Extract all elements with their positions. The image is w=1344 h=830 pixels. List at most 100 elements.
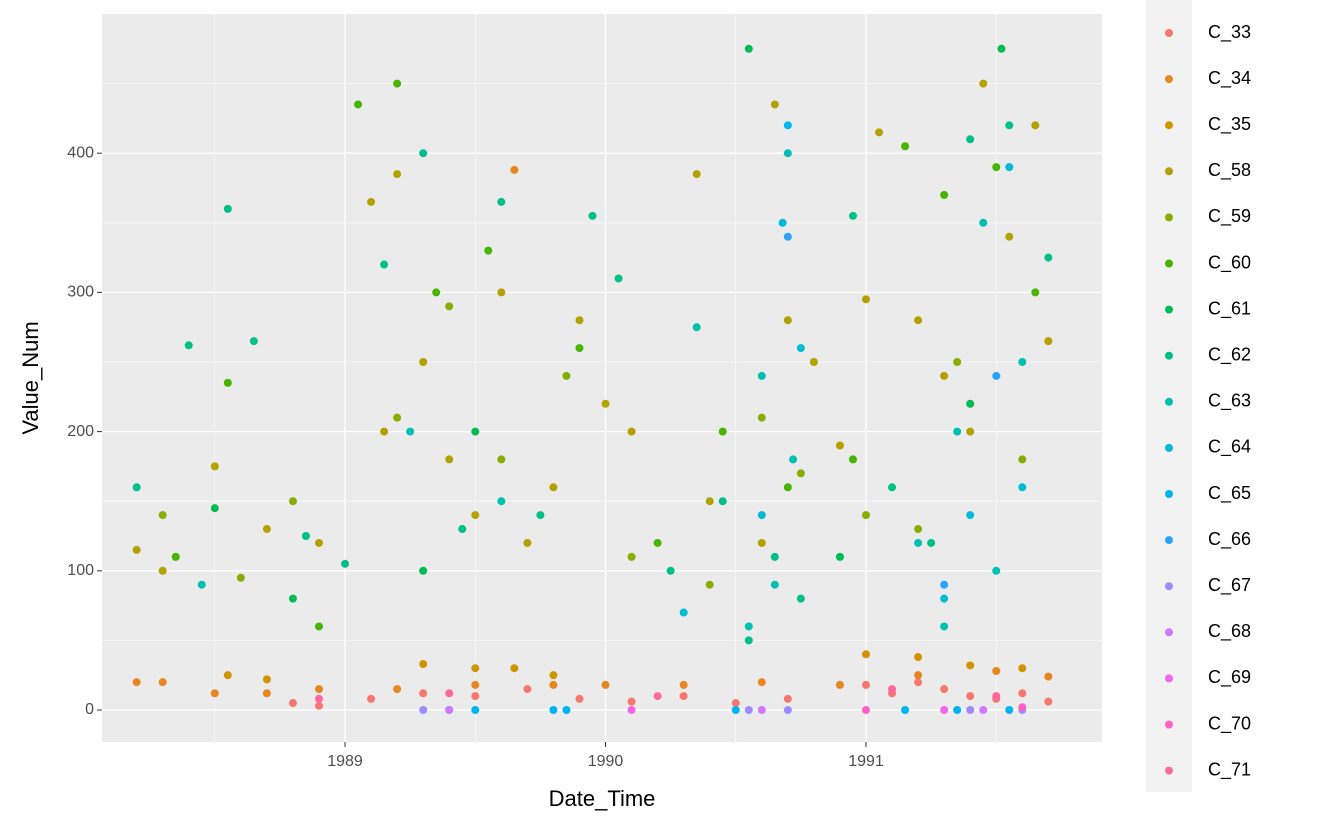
point [992,566,1001,575]
point [132,545,141,554]
point [419,566,428,575]
point [627,697,636,706]
point [718,497,727,506]
point [770,100,779,109]
legend-key [1165,351,1173,360]
point [393,170,402,179]
legend-label: C_35 [1208,114,1251,135]
point [497,288,506,297]
point [314,538,323,547]
point [744,636,753,645]
point [757,705,766,714]
point [888,483,897,492]
point [901,142,910,151]
point [979,79,988,88]
point [966,427,975,436]
point [367,694,376,703]
point [953,705,962,714]
point [835,441,844,450]
point [783,705,792,714]
point [549,705,558,714]
x-tick-label: 1991 [848,753,884,770]
point [562,705,571,714]
point [783,694,792,703]
point [419,705,428,714]
legend-key [1165,121,1173,130]
point [914,525,923,534]
point [757,678,766,687]
point [601,399,610,408]
legend-label: C_63 [1208,391,1251,412]
point [757,538,766,547]
point [627,427,636,436]
point [171,552,180,561]
point [575,694,584,703]
point [158,566,167,575]
point [484,246,493,255]
point [666,566,675,575]
point [914,316,923,325]
point [1018,357,1027,366]
point [914,653,923,662]
point [158,678,167,687]
point [778,218,787,227]
point [796,594,805,603]
legend-label: C_70 [1208,713,1251,734]
legend-key [1165,259,1173,268]
legend-key [1165,582,1173,591]
point [914,538,923,547]
point [510,664,519,673]
y-tick-label: 300 [67,284,94,301]
point [367,197,376,206]
point [901,705,910,714]
point [419,149,428,158]
point [692,170,701,179]
legend-key [1165,443,1173,452]
point [1031,121,1040,130]
point [796,469,805,478]
point [705,580,714,589]
point [653,692,662,701]
point [432,288,441,297]
point [1018,689,1027,698]
point [835,552,844,561]
point [471,511,480,520]
point [914,671,923,680]
point [966,511,975,520]
point [132,678,141,687]
y-axis-title: Value_Num [18,321,43,434]
legend-key [1165,167,1173,176]
point [393,685,402,694]
point [1044,672,1053,681]
point [796,344,805,353]
point [262,675,271,684]
legend-label: C_65 [1208,483,1251,504]
point [966,135,975,144]
point [445,455,454,464]
point [210,689,219,698]
point [966,705,975,714]
point [236,573,245,582]
point [562,371,571,380]
legend-key [1165,536,1173,545]
point [862,650,871,659]
point [314,622,323,631]
point [940,371,949,380]
point [783,232,792,241]
point [262,689,271,698]
legend-label: C_68 [1208,621,1251,642]
point [809,357,818,366]
point [471,664,480,673]
point [288,497,297,506]
legend-key [1165,720,1173,729]
point [523,538,532,547]
point [445,705,454,714]
point [783,121,792,130]
legend-label: C_69 [1208,667,1251,688]
point [419,357,428,366]
y-tick-label: 0 [85,701,94,718]
point [1044,697,1053,706]
point [862,511,871,520]
point [288,594,297,603]
point [783,149,792,158]
